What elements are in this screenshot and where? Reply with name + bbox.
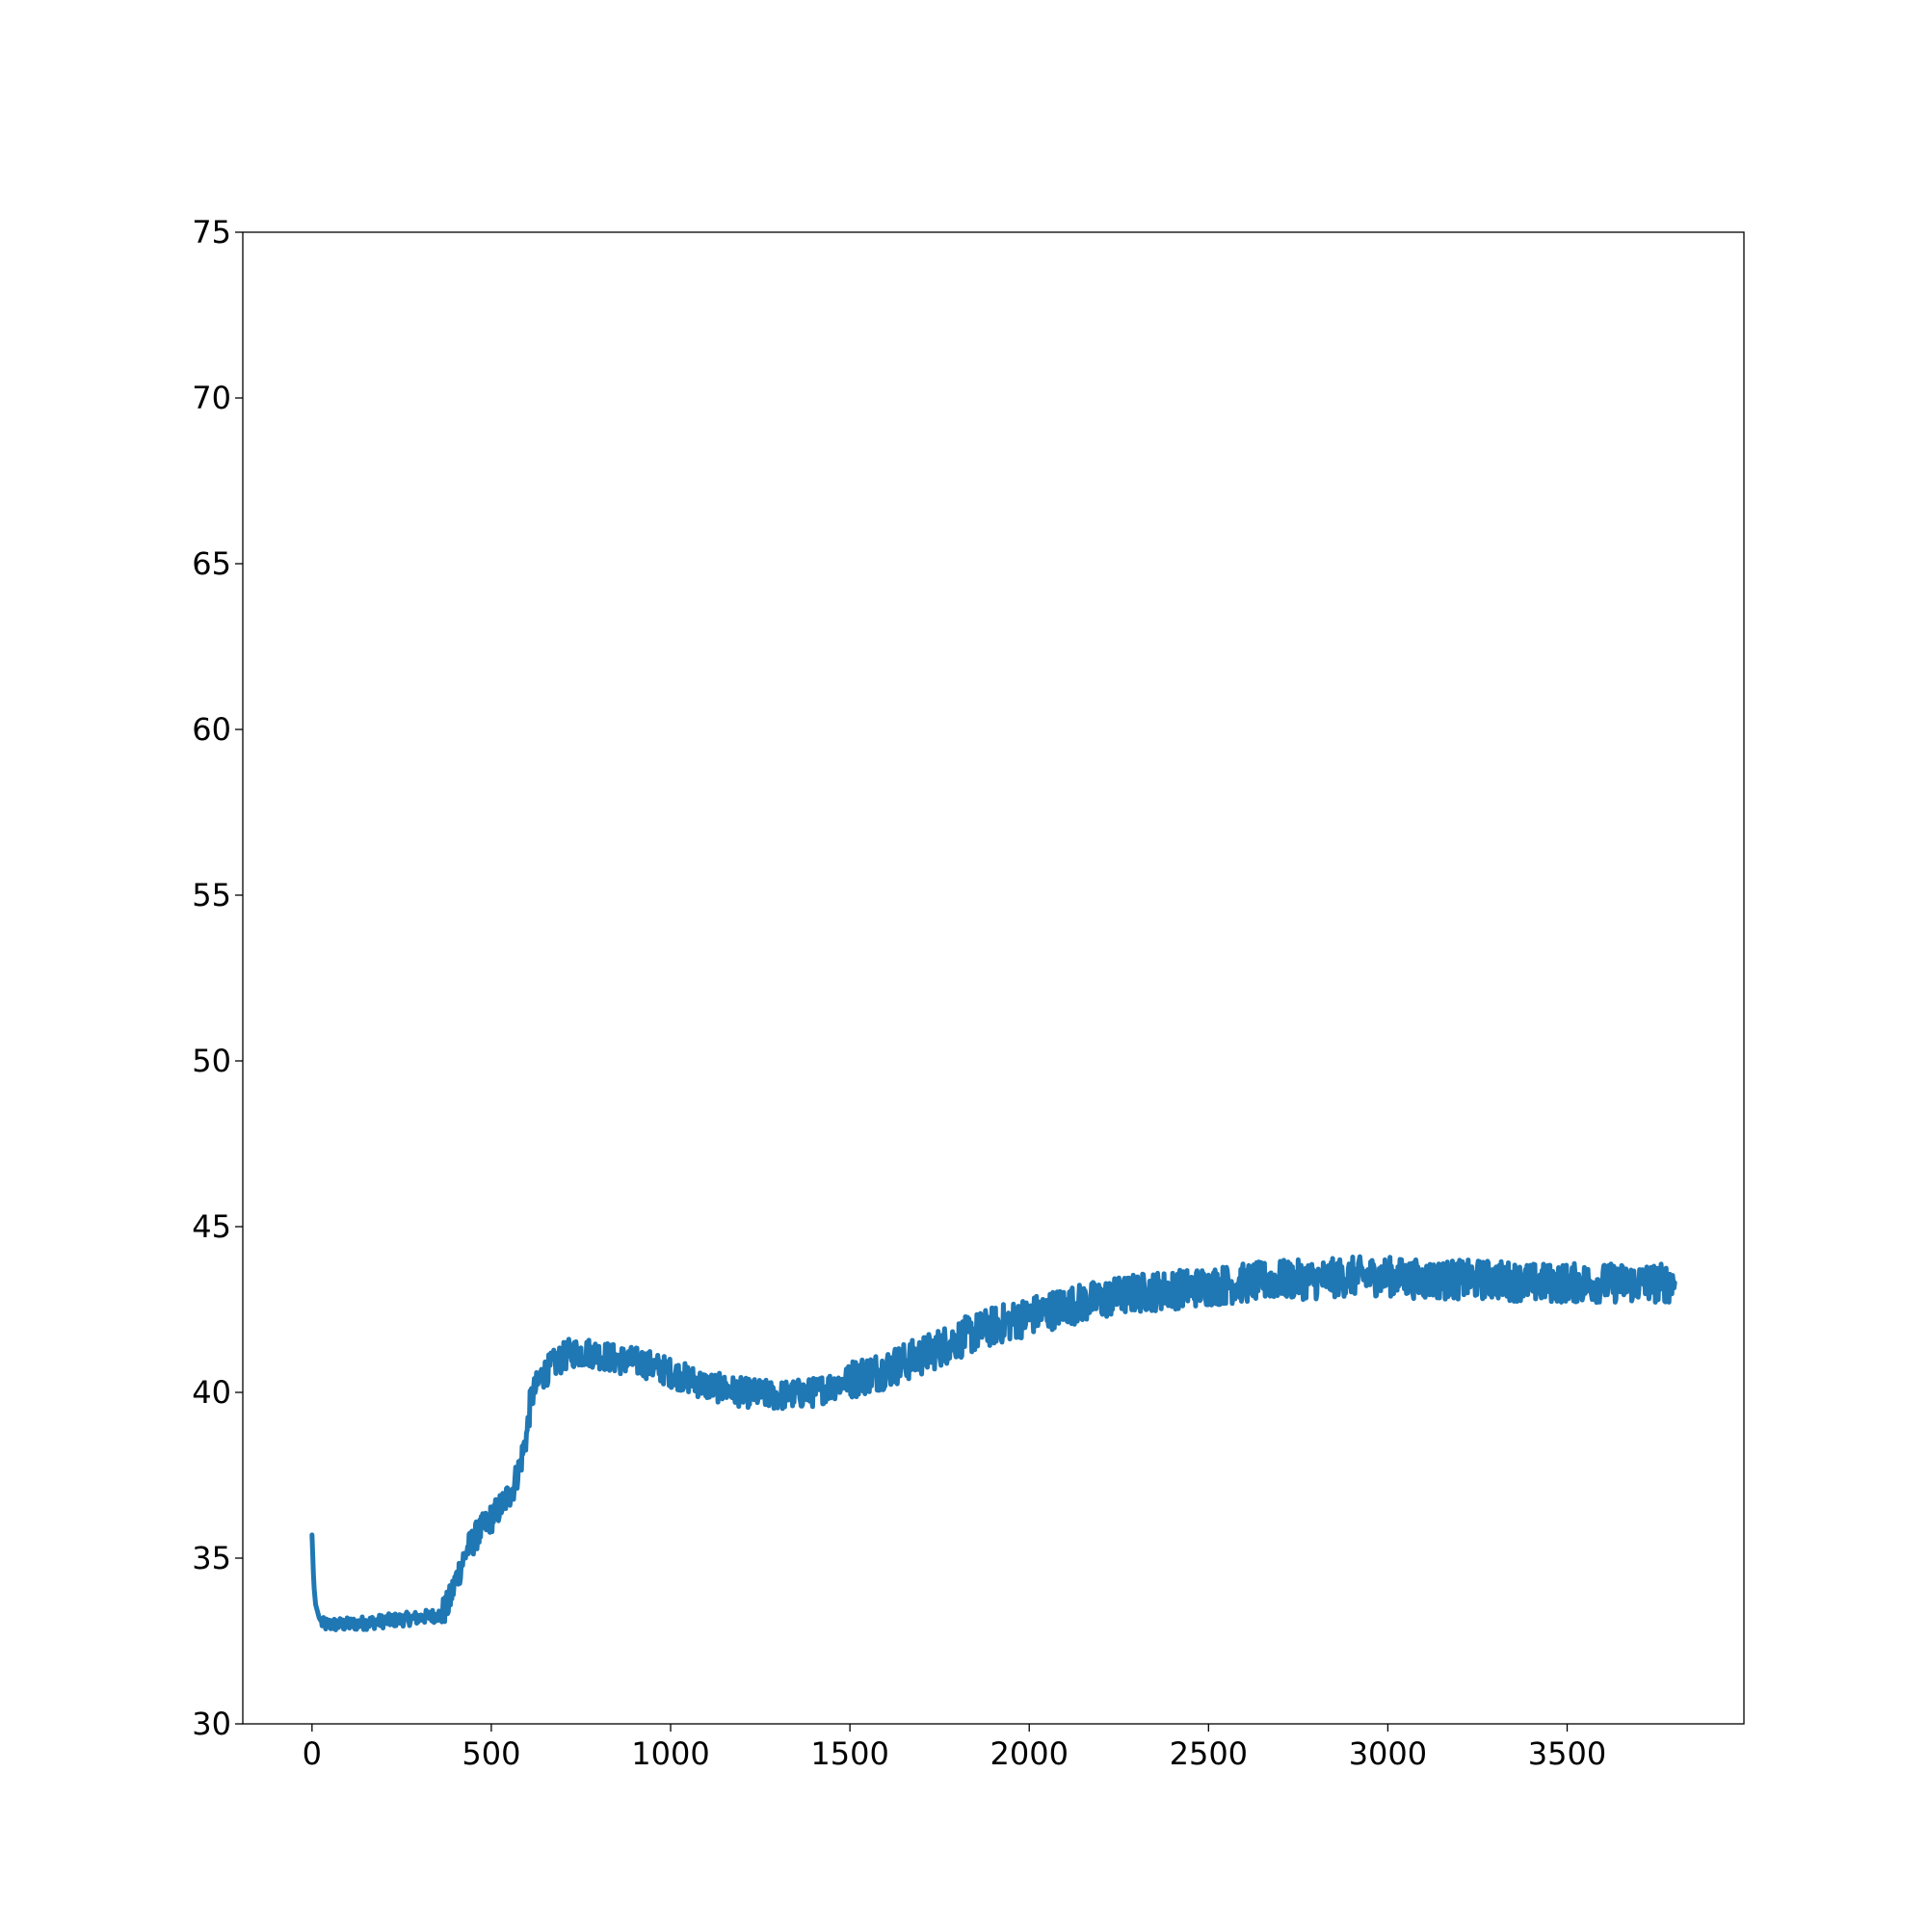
axes-frame <box>242 231 1745 1725</box>
y-tick-label: 70 <box>192 380 231 416</box>
x-tick-label: 3000 <box>1349 1735 1427 1772</box>
y-tick-label: 30 <box>192 1706 231 1742</box>
x-tick-label: 2000 <box>990 1735 1069 1772</box>
y-tick-label: 35 <box>192 1540 231 1576</box>
x-tick-label: 0 <box>303 1735 322 1772</box>
y-tick-label: 50 <box>192 1043 231 1079</box>
x-tick-label: 500 <box>462 1735 520 1772</box>
axes: 0 500 1000 1500 2000 2500 3000 3500 30 35 40 45 50 55… <box>192 214 1745 1772</box>
y-tick-label: 40 <box>192 1374 231 1411</box>
plot-area <box>309 1254 1677 1632</box>
x-tick-label: 3500 <box>1528 1735 1606 1772</box>
x-tick-label: 1500 <box>810 1735 888 1772</box>
x-tick-label: 1000 <box>631 1735 709 1772</box>
y-tick-label: 65 <box>192 545 231 582</box>
series-line <box>309 1254 1677 1632</box>
y-tick-label: 75 <box>192 214 231 251</box>
x-tick-label: 2500 <box>1170 1735 1248 1772</box>
y-tick-label: 55 <box>192 877 231 913</box>
y-tick-label: 45 <box>192 1208 231 1245</box>
y-tick-label: 60 <box>192 711 231 748</box>
